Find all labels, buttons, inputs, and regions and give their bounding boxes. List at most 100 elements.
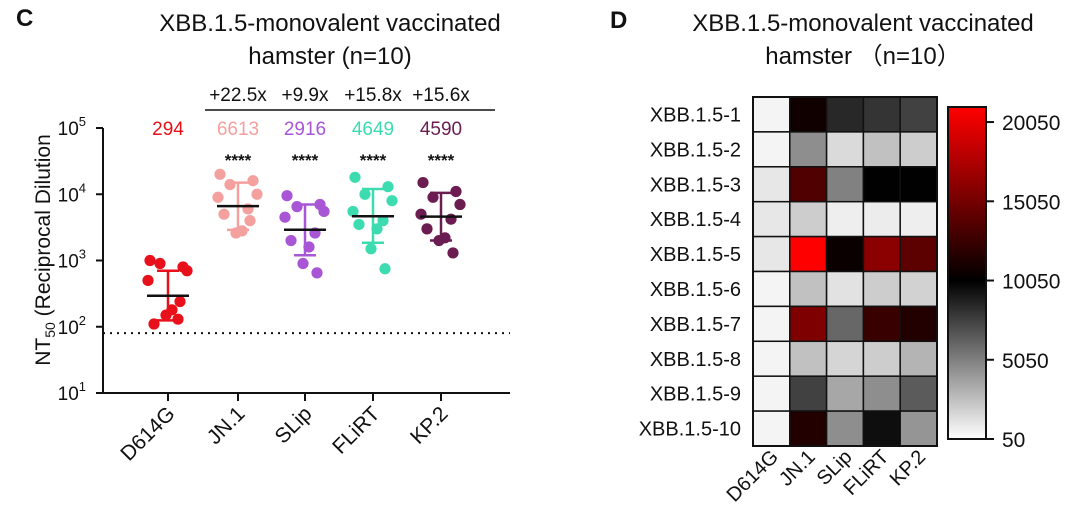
y-tick-base: 10: [58, 384, 79, 405]
y-tick-label: 105: [58, 114, 86, 140]
significance-flirt: ****: [360, 151, 387, 170]
heatmap-cell-xbb.1.5-1-kp.2: [899, 96, 938, 133]
row-label-xbb.1.5-1: XBB.1.5-1: [650, 104, 741, 126]
data-point-jn.1: [224, 178, 236, 191]
data-point-d614g: [174, 295, 186, 308]
x-tick-label-slip: SLip: [271, 402, 317, 448]
y-tick-base: 10: [58, 185, 79, 206]
heatmap-cell-xbb.1.5-2-kp.2: [899, 131, 938, 168]
heatmap-cell-xbb.1.5-8-kp.2: [899, 340, 938, 377]
y-tick-label: 101: [58, 379, 86, 405]
data-point-slip: [291, 201, 303, 213]
significance-kp.2: ****: [428, 151, 455, 170]
panel-c-letter: C: [16, 5, 33, 32]
data-point-flirt: [365, 243, 377, 255]
panel-c-title-line-2: hamster (n=10): [248, 43, 411, 70]
heatmap-cell-xbb.1.5-4-kp.2: [899, 200, 938, 238]
panel-c-scatter-chart: C XBB.1.5-monovalent vaccinated hamster …: [16, 5, 510, 466]
data-point-jn.1: [214, 168, 226, 180]
gmt-label-flirt: 4649: [352, 119, 394, 140]
column-label-kp.2: KP.2: [886, 446, 930, 490]
y-axis-label-rest: (Reciprocal Dilution: [32, 134, 55, 322]
data-point-jn.1: [251, 188, 263, 200]
y-tick-label: 102: [58, 313, 86, 339]
gmt-error-bars: [147, 181, 462, 322]
heatmap-cell-xbb.1.5-10-flirt: [862, 410, 901, 447]
heatmap-cell-xbb.1.5-5-flirt: [862, 235, 901, 273]
colorbar: [947, 106, 987, 440]
data-point-slip: [318, 205, 330, 218]
fold-change-slip: +9.9x: [281, 85, 329, 106]
panel-d-title-line-2: hamster （n=10）: [765, 43, 960, 70]
data-point-flirt: [377, 215, 389, 227]
y-tick-exponent: 1: [79, 379, 86, 394]
heatmap-cell-xbb.1.5-9-d614g: [752, 375, 791, 412]
x-axis-ticks: D614G JN.1 SLip FLiRT KP.2: [116, 393, 453, 466]
heatmap-cell-xbb.1.5-7-flirt: [862, 305, 901, 343]
data-point-kp.2: [427, 191, 439, 203]
heatmap-cell-xbb.1.5-8-d614g: [752, 340, 791, 377]
data-point-slip: [279, 211, 291, 223]
heatmap-cell-xbb.1.5-6-d614g: [752, 270, 791, 308]
heatmap-cell-xbb.1.5-10-jn.1: [789, 410, 828, 447]
heatmap-cell-xbb.1.5-4-d614g: [752, 200, 791, 238]
data-point-d614g: [154, 257, 166, 270]
y-tick-exponent: 4: [79, 180, 86, 195]
heatmap-cell-xbb.1.5-5-slip: [825, 235, 865, 273]
row-label-xbb.1.5-2: XBB.1.5-2: [650, 139, 741, 161]
y-tick-label: 103: [58, 247, 86, 273]
heatmap-cell-xbb.1.5-1-d614g: [752, 96, 791, 133]
heatmap-cell-xbb.1.5-7-kp.2: [899, 305, 938, 343]
data-point-flirt: [353, 218, 365, 231]
heatmap-cell-xbb.1.5-6-slip: [825, 270, 865, 308]
row-label-xbb.1.5-8: XBB.1.5-8: [650, 349, 741, 371]
column-label-jn.1: JN.1: [775, 446, 820, 491]
heatmap-cell-xbb.1.5-6-jn.1: [789, 270, 828, 308]
data-point-kp.2: [421, 223, 433, 235]
heatmap-cell-xbb.1.5-9-jn.1: [789, 375, 828, 412]
heatmap-cell-xbb.1.5-3-jn.1: [789, 166, 828, 203]
significance-jn.1: ****: [225, 151, 252, 170]
y-tick-exponent: 2: [79, 313, 86, 328]
heatmap-cell-xbb.1.5-10-kp.2: [899, 410, 938, 447]
data-point-kp.2: [415, 208, 427, 220]
heatmap-cell-xbb.1.5-8-jn.1: [789, 340, 828, 377]
data-point-kp.2: [445, 213, 457, 225]
heatmap-row-labels: XBB.1.5-1 XBB.1.5-2 XBB.1.5-3 XBB.1.5-4 XBB.…: [639, 104, 741, 440]
row-label-xbb.1.5-4: XBB.1.5-4: [650, 209, 741, 231]
panel-d-heatmap: D XBB.1.5-monovalent vaccinated hamster …: [610, 7, 1060, 506]
annotations: 294 6613 2916 4649 4590 +22.5x +9.9x +15.8x +15.…: [152, 85, 495, 170]
heatmap-cell-xbb.1.5-1-slip: [825, 96, 865, 133]
data-point-kp.2: [447, 247, 459, 259]
heatmap-cell-xbb.1.5-4-jn.1: [789, 200, 828, 238]
x-tick-label-flirt: FLiRT: [328, 402, 385, 459]
colorbar-tick-label: 20050: [1002, 112, 1060, 135]
y-tick-exponent: 3: [79, 247, 86, 262]
colorbar-tick-label: 5050: [1002, 350, 1049, 373]
data-point-d614g: [160, 309, 172, 321]
data-point-kp.2: [417, 176, 429, 189]
y-tick-base: 10: [58, 252, 79, 273]
heatmap-cell-xbb.1.5-6-kp.2: [899, 270, 938, 308]
panel-c-title-line-1: XBB.1.5-monovalent vaccinated: [159, 10, 501, 37]
heatmap-cell-xbb.1.5-9-slip: [825, 375, 865, 412]
heatmap-cell-xbb.1.5-2-flirt: [862, 131, 901, 168]
heatmap-cell-xbb.1.5-7-d614g: [752, 305, 791, 343]
heatmap-cell-xbb.1.5-8-flirt: [862, 340, 901, 377]
heatmap-cell-xbb.1.5-3-kp.2: [899, 166, 938, 203]
heatmap-cell-xbb.1.5-10-slip: [825, 410, 865, 447]
data-point-flirt: [347, 205, 359, 218]
data-point-jn.1: [218, 208, 230, 220]
heatmap-cell-xbb.1.5-4-slip: [825, 200, 865, 238]
heatmap-cell-xbb.1.5-10-d614g: [752, 410, 791, 447]
panel-d-title-line-1: XBB.1.5-monovalent vaccinated: [692, 10, 1034, 37]
fold-change-jn.1: +22.5x: [209, 85, 267, 106]
heatmap-cell-xbb.1.5-3-d614g: [752, 166, 791, 203]
y-tick-base: 10: [58, 119, 79, 140]
y-tick-exponent: 5: [79, 114, 86, 129]
heatmap-cell-xbb.1.5-2-slip: [825, 131, 865, 168]
significance-slip: ****: [292, 151, 319, 170]
heatmap-cell-xbb.1.5-1-flirt: [862, 96, 901, 133]
